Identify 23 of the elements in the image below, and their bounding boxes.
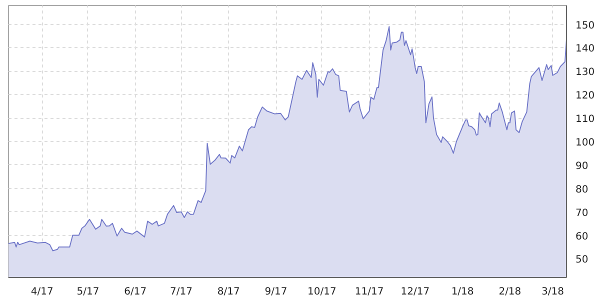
x-tick-label: 2/18 bbox=[498, 286, 522, 298]
y-tick-label: 70 bbox=[576, 208, 588, 219]
y-tick-label: 90 bbox=[576, 160, 588, 172]
y-tick-label: 130 bbox=[576, 67, 595, 78]
x-tick-label: 9/17 bbox=[264, 286, 288, 298]
y-tick-label: 150 bbox=[576, 20, 595, 32]
x-tick-label: 12/17 bbox=[400, 286, 430, 298]
y-tick-label: 80 bbox=[576, 184, 588, 196]
y-tick-label: 60 bbox=[576, 231, 588, 242]
x-tick-label: 11/17 bbox=[354, 286, 384, 298]
x-tick-label: 10/17 bbox=[307, 286, 336, 298]
y-tick-label: 100 bbox=[576, 138, 595, 148]
x-tick-label: 1/18 bbox=[451, 286, 474, 298]
x-tick-label: 3/18 bbox=[542, 286, 564, 298]
x-tick-label: 6/17 bbox=[124, 286, 147, 298]
x-tick-label: 8/17 bbox=[217, 286, 240, 298]
x-tick-label: 7/17 bbox=[170, 286, 192, 298]
y-tick-label: 120 bbox=[576, 90, 595, 102]
y-tick-label: 110 bbox=[576, 114, 595, 126]
x-tick-label: 4/17 bbox=[30, 286, 54, 298]
x-tick-label: 5/17 bbox=[76, 286, 100, 298]
y-tick-label: 50 bbox=[576, 254, 588, 266]
y-tick-label: 140 bbox=[576, 44, 595, 55]
